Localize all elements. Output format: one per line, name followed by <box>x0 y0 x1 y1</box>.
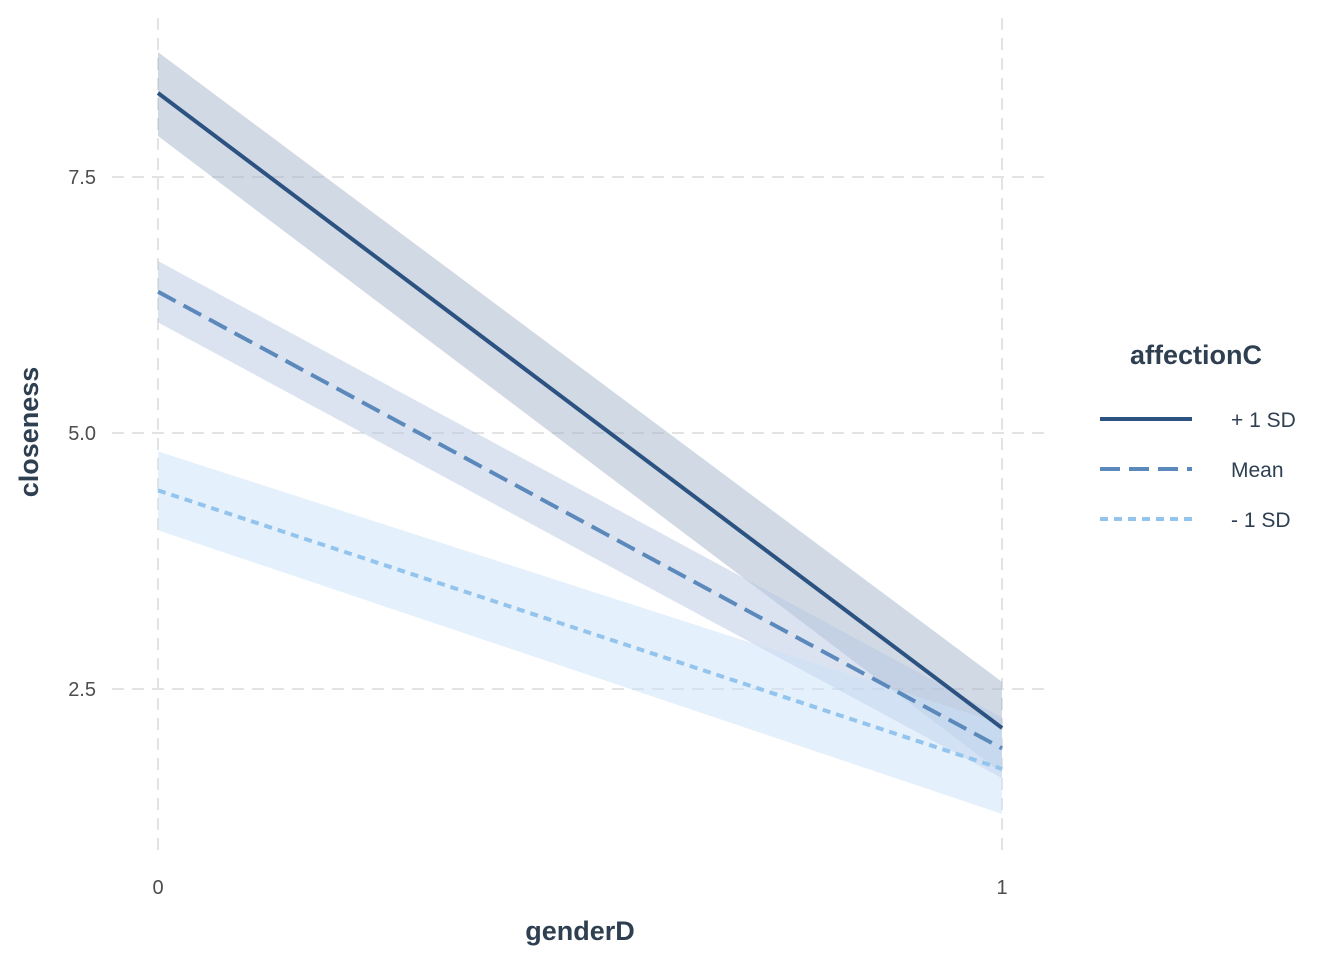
x-tick-label: 1 <box>996 877 1007 899</box>
confidence-band <box>158 451 1002 814</box>
y-tick-labels: 2.5 5.0 7.5 <box>68 167 96 701</box>
legend-items: + 1 SD Mean - 1 SD <box>1100 409 1296 532</box>
series-lines <box>156 91 1004 771</box>
legend-item: + 1 SD <box>1100 409 1296 432</box>
series-line <box>157 289 1003 751</box>
y-tick-label: 7.5 <box>68 167 96 189</box>
y-tick-label: 2.5 <box>68 679 96 701</box>
series-line <box>156 91 1004 730</box>
legend-title: affectionC <box>1130 340 1262 370</box>
legend-item: Mean <box>1100 459 1284 482</box>
legend-label: Mean <box>1231 459 1284 482</box>
legend: affectionC + 1 SD Mean - 1 SD <box>1100 340 1296 532</box>
legend-label: - 1 SD <box>1231 509 1291 532</box>
y-axis-title: closeness <box>14 367 44 498</box>
legend-label: + 1 SD <box>1231 409 1296 432</box>
x-axis-title: genderD <box>525 916 635 946</box>
legend-item: - 1 SD <box>1100 509 1291 532</box>
x-tick-label: 0 <box>152 877 163 899</box>
y-tick-label: 5.0 <box>68 423 96 445</box>
